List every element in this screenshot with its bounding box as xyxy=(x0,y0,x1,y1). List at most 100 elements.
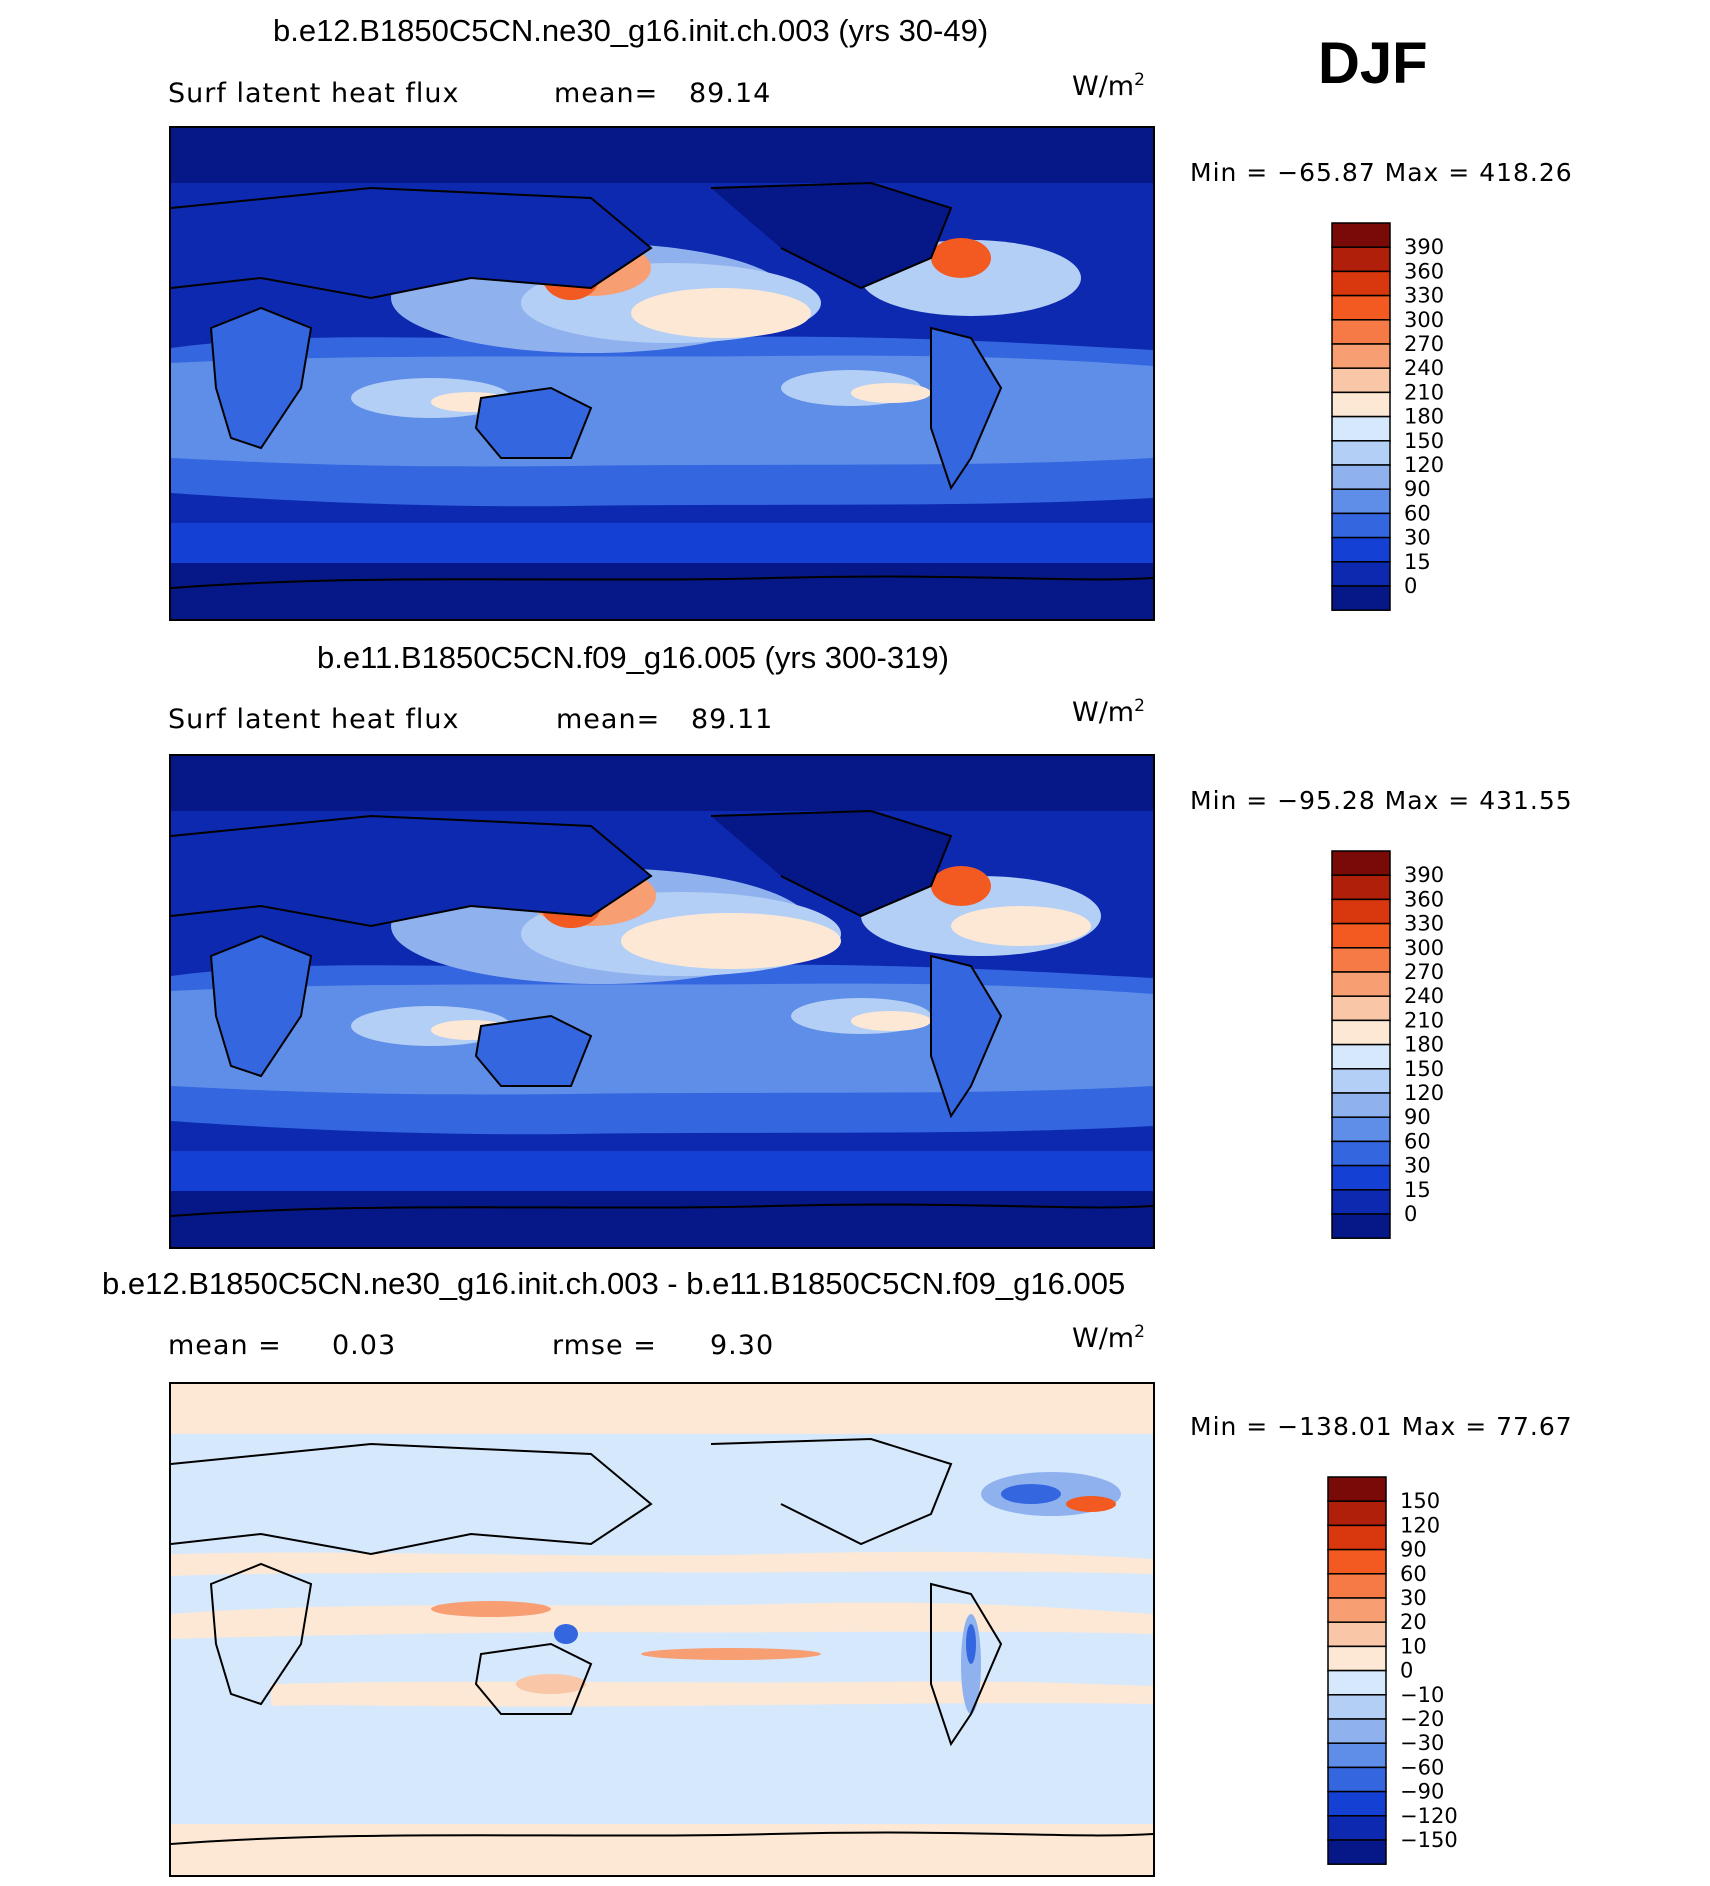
panel1-title: b.e12.B1850C5CN.ne30_g16.init.ch.003 (yr… xyxy=(273,13,989,48)
panel1-colorbar-box xyxy=(1331,561,1391,587)
panel2-colorbar-box xyxy=(1331,1092,1391,1118)
panel2-colorbar-box xyxy=(1331,1019,1391,1046)
panel2-colorbar-box xyxy=(1331,1189,1391,1215)
panel1-colorbar-label: 150 xyxy=(1404,429,1444,453)
panel3-colorbar-box xyxy=(1327,1597,1387,1623)
panel1-colorbar-label: 330 xyxy=(1404,284,1444,308)
panel2-colorbar-label: 360 xyxy=(1404,887,1444,911)
panel1-colorbar-box xyxy=(1331,512,1391,539)
panel1-colorbar-box xyxy=(1331,294,1391,321)
panel3-colorbar-box xyxy=(1327,1524,1387,1551)
panel2-colorbar-box xyxy=(1331,995,1391,1022)
panel3-colorbar-label: 10 xyxy=(1400,1634,1427,1658)
panel2-colorbar-label: 60 xyxy=(1404,1129,1431,1153)
panel3-colorbar-box xyxy=(1327,1548,1387,1575)
panel1-colorbar-box xyxy=(1331,440,1391,466)
panel3-units: W/m2 xyxy=(1072,1322,1145,1354)
season-label: DJF xyxy=(1318,31,1428,96)
panel3-mean-label: mean = xyxy=(168,1330,282,1361)
panel2-colorbar-box xyxy=(1331,850,1391,876)
panel2-colorbar-label: 300 xyxy=(1404,936,1444,960)
panel2-colorbar-label: 180 xyxy=(1404,1033,1444,1057)
panel3-minmax: Min = −138.01 Max = 77.67 xyxy=(1190,1412,1573,1441)
panel1-colorbar-box xyxy=(1331,367,1391,394)
panel2-map xyxy=(169,754,1155,1249)
panel3-colorbar-box xyxy=(1327,1742,1387,1769)
panel1-colorbar-box xyxy=(1331,222,1391,248)
panel3-colorbar-box xyxy=(1327,1839,1387,1865)
panel1-colorbar-box xyxy=(1331,488,1391,515)
panel3-colorbar-label: −10 xyxy=(1400,1683,1444,1707)
panel1-colorbar-label: 180 xyxy=(1404,405,1444,429)
panel1-minmax: Min = −65.87 Max = 418.26 xyxy=(1190,158,1573,187)
panel1-colorbar-label: 0 xyxy=(1404,574,1417,598)
panel1-colorbar-label: 240 xyxy=(1404,356,1444,380)
panel1-colorbar-label: 120 xyxy=(1404,453,1444,477)
panel3-colorbar-label: −20 xyxy=(1400,1707,1444,1731)
panel1-colorbar-box xyxy=(1331,270,1391,297)
panel1-colorbar-label: 15 xyxy=(1404,550,1431,574)
panel2-colorbar-label: 240 xyxy=(1404,984,1444,1008)
panel1-colorbar: 390 360 330 300 270 240 210 180 150 120 90 60 30 15 0 xyxy=(1330,221,1530,618)
panel3-colorbar-box xyxy=(1327,1766,1387,1793)
panel1-colorbar-box xyxy=(1331,536,1391,563)
panel2-colorbar-box xyxy=(1331,971,1391,997)
panel3-colorbar-label: −120 xyxy=(1400,1804,1458,1828)
panel2-colorbar: 390 360 330 300 270 240 210 180 150 120 90 60 30 15 0 xyxy=(1330,849,1530,1246)
panel2-colorbar-label: 0 xyxy=(1404,1202,1417,1226)
panel2-colorbar-label: 30 xyxy=(1404,1154,1431,1178)
panel1-colorbar-label: 60 xyxy=(1404,501,1431,525)
panel2-colorbar-box xyxy=(1331,922,1391,949)
panel3-map xyxy=(169,1382,1155,1877)
panel1-colorbar-label: 210 xyxy=(1404,380,1444,404)
panel3-colorbar-label: −30 xyxy=(1400,1731,1444,1755)
panel2-mean-label: mean= xyxy=(556,704,661,735)
panel2-colorbar-label: 330 xyxy=(1404,912,1444,936)
panel2-colorbar-box xyxy=(1331,1068,1391,1094)
panel1-colorbar-box xyxy=(1331,415,1391,442)
panel1-map xyxy=(169,126,1155,621)
panel2-colorbar-label: 120 xyxy=(1404,1081,1444,1105)
panel1-colorbar-box xyxy=(1331,391,1391,418)
panel2-colorbar-label: 90 xyxy=(1404,1105,1431,1129)
panel3-colorbar-box xyxy=(1327,1815,1387,1841)
panel2-colorbar-box xyxy=(1331,1140,1391,1167)
panel2-colorbar-box xyxy=(1331,874,1391,901)
panel3-title: b.e12.B1850C5CN.ne30_g16.init.ch.003 - b… xyxy=(102,1266,1126,1301)
panel3-colorbar-label: 20 xyxy=(1400,1610,1427,1634)
panel2-colorbar-label: 270 xyxy=(1404,960,1444,984)
panel1-colorbar-box xyxy=(1331,585,1391,611)
panel2-colorbar-box xyxy=(1331,1164,1391,1191)
panel1-mean-value: 89.14 xyxy=(689,78,772,109)
panel2-title: b.e11.B1850C5CN.f09_g16.005 (yrs 300-319… xyxy=(317,640,949,675)
panel1-colorbar-box xyxy=(1331,319,1391,345)
panel2-colorbar-box xyxy=(1331,1043,1391,1070)
panel3-colorbar-label: −150 xyxy=(1400,1828,1458,1852)
panel1-colorbar-label: 90 xyxy=(1404,477,1431,501)
panel1-colorbar-box xyxy=(1331,464,1391,490)
panel2-colorbar-box xyxy=(1331,1116,1391,1143)
panel3-colorbar-box xyxy=(1327,1669,1387,1696)
panel3-colorbar-box xyxy=(1327,1500,1387,1527)
panel3-colorbar-box xyxy=(1327,1718,1387,1744)
panel3-colorbar-box xyxy=(1327,1476,1387,1502)
panel1-colorbar-label: 390 xyxy=(1404,235,1444,259)
panel1-colorbar-box xyxy=(1331,343,1391,369)
panel1-colorbar-label: 30 xyxy=(1404,526,1431,550)
panel3-colorbar-box xyxy=(1327,1790,1387,1817)
panel3-colorbar-box xyxy=(1327,1694,1387,1720)
panel1-units: W/m2 xyxy=(1072,70,1145,102)
panel2-map-field xyxy=(171,756,1153,1247)
panel3-colorbar-label: 150 xyxy=(1400,1489,1440,1513)
panel3-rmse-value: 9.30 xyxy=(710,1330,775,1361)
panel3-colorbar-box xyxy=(1327,1573,1387,1599)
panel3-colorbar-label: 90 xyxy=(1400,1538,1427,1562)
panel3-colorbar-label: −60 xyxy=(1400,1755,1444,1779)
panel3-colorbar-label: 120 xyxy=(1400,1513,1440,1537)
panel3-rmse-label: rmse = xyxy=(552,1330,657,1361)
panel2-mean-value: 89.11 xyxy=(691,704,774,735)
panel3-colorbar-label: 30 xyxy=(1400,1586,1427,1610)
panel3-colorbar-box xyxy=(1327,1621,1387,1648)
